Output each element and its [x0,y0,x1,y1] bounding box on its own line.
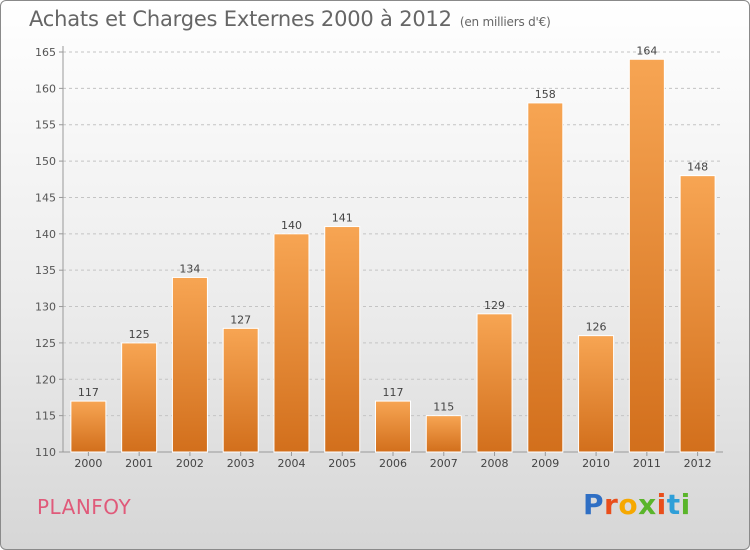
logo-letter: x [638,488,657,521]
data-label-2010: 126 [586,321,607,334]
bar-2002 [171,276,208,453]
bar-2000 [70,400,107,453]
bar-2005 [324,226,361,453]
bar-2008 [476,313,513,453]
y-tick-label: 150 [35,155,56,168]
proxiti-logo: Proxiti [583,488,691,521]
x-tick-label-2009: 2009 [531,457,559,470]
y-tick-label: 135 [35,264,56,277]
bar-2006 [375,400,411,453]
city-name: PLANFOY [37,495,132,519]
bar-2010 [578,335,615,453]
y-tick-label: 125 [35,337,56,350]
x-tick-label-2001: 2001 [125,457,153,470]
y-tick-label: 165 [35,46,56,59]
logo-letter: P [583,488,605,521]
bar-2003 [222,327,259,453]
x-tick-label-2005: 2005 [328,457,356,470]
data-label-2009: 158 [535,88,556,101]
data-label-2002: 134 [179,262,200,275]
x-tick-label-2003: 2003 [227,457,255,470]
logo-letter: o [618,488,639,521]
bar-2011 [628,58,665,453]
y-tick-label: 155 [35,119,56,132]
x-tick-label-2000: 2000 [74,457,102,470]
chart-subtitle: (en milliers d'€) [459,15,551,29]
y-tick-label: 120 [35,373,56,386]
x-tick-label-2006: 2006 [379,457,407,470]
x-tick-label-2008: 2008 [481,457,509,470]
bar-2007 [425,415,462,453]
data-label-2012: 148 [687,161,708,174]
data-label-2005: 141 [332,212,353,225]
y-tick-label: 130 [35,301,56,314]
data-label-2006: 117 [383,386,404,399]
data-label-2003: 127 [230,313,251,326]
x-tick-label-2004: 2004 [277,457,305,470]
bar-2001 [121,342,158,453]
x-tick-label-2002: 2002 [176,457,204,470]
y-tick-label: 145 [35,191,56,204]
x-tick-label-2010: 2010 [582,457,610,470]
logo-letter: i [656,488,667,521]
chart-title: Achats et Charges Externes 2000 à 2012 (e… [29,7,551,31]
y-tick-label: 115 [35,410,56,423]
data-label-2007: 115 [433,401,454,414]
y-tick-label: 110 [35,446,56,459]
data-label-2011: 164 [636,44,657,57]
x-tick-label-2012: 2012 [684,457,712,470]
bar-2004 [273,233,310,453]
logo-letter: i [680,488,691,521]
logo-letter: r [604,488,619,521]
data-label-2004: 140 [281,219,302,232]
y-tick-label: 140 [35,228,56,241]
bar-2012 [679,175,716,453]
logo-letter: t [666,488,681,521]
y-tick-label: 160 [35,82,56,95]
data-label-2001: 125 [129,328,150,341]
x-tick-label-2011: 2011 [633,457,661,470]
data-label-2008: 129 [484,299,505,312]
bar-2009 [527,102,564,453]
x-tick-label-2007: 2007 [430,457,458,470]
chart-title-text: Achats et Charges Externes 2000 à 2012 [29,7,452,31]
data-label-2000: 117 [78,386,99,399]
